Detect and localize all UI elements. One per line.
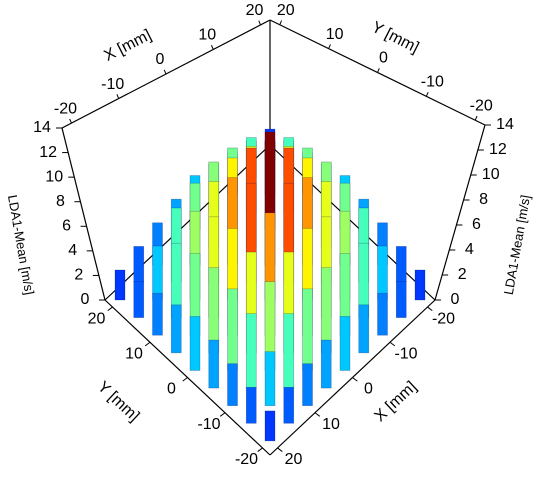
tick-label: 12 [489,141,507,158]
tick-mark [163,69,167,75]
bar [152,292,163,336]
axis-title: LDA1-Mean [m/s] [5,194,37,296]
bar [395,281,407,318]
bar [189,316,201,371]
tick-mark [328,44,331,49]
tick-label: 10 [482,166,500,183]
tick-mark [314,412,321,417]
tick-label: 4 [465,241,474,258]
tick-label: 2 [458,266,467,283]
tick-label: -20 [235,451,258,468]
tick-mark [277,447,283,452]
tick-mark [389,341,396,347]
tick-label: 20 [277,2,295,19]
tick-mark [377,68,380,73]
tick-mark [425,91,429,97]
tick-label: 8 [479,191,488,208]
tick-label: -10 [101,76,124,93]
tick-label: -10 [197,416,220,433]
bar [320,339,332,389]
tick-label: 0 [81,291,90,308]
bar [377,245,388,301]
tick-label: 20 [88,310,106,327]
bar [208,339,220,389]
tick-mark [116,94,120,99]
z-axis-line [434,124,486,301]
tick-label: 0 [451,291,460,308]
tick-mark [427,306,433,312]
tick-label: 0 [156,51,165,68]
tick-mark [182,377,188,382]
bar [227,363,238,406]
tick-label: -10 [421,74,444,91]
tick-mark [211,45,214,50]
bar [377,292,388,336]
bar [302,288,313,371]
bar [414,269,426,301]
tick-label: -10 [394,345,417,362]
tick-label: -20 [54,100,77,117]
bar [245,313,257,389]
axis-title: X [mm] [101,27,154,65]
bar [264,410,276,442]
tick-label: 10 [125,345,143,362]
z-axis-line [61,127,106,301]
tick-label: 8 [56,193,65,210]
tick-label: 10 [198,27,216,44]
bar [339,316,351,371]
bar [283,386,295,424]
tick-label: 4 [68,242,77,259]
tick-label: 20 [285,451,303,468]
axis-title: Y [mm] [94,378,142,425]
tick-label: -20 [470,97,493,114]
bar [358,304,370,354]
bar [152,245,163,301]
bar [133,246,145,283]
tick-label: 0 [379,50,388,67]
tick-label: 14 [496,116,514,133]
tick-mark [279,20,283,25]
tick-label: 10 [45,168,63,185]
bar [245,386,257,424]
bar [264,351,276,406]
tick-mark [69,118,72,124]
tick-label: 2 [74,267,83,284]
axis-title: LDA1-Mean [m/s] [501,194,533,296]
tick-label: 0 [167,381,176,398]
tick-label: 20 [246,2,264,19]
bar [170,304,182,354]
tick-mark [219,412,226,417]
bar [283,313,295,389]
tick-mark [144,341,151,347]
bar [133,281,145,318]
tick-label: 0 [364,381,373,398]
tick-label: 14 [33,119,51,136]
floor-edge [104,144,271,301]
tick-mark [258,20,262,26]
tick-mark [474,115,478,121]
axis-title: Y [mm] [369,19,422,57]
axis-title: X [mm] [371,378,420,425]
bar [114,269,126,301]
bar [395,246,407,283]
tick-label: -20 [432,310,455,327]
bar [227,288,238,371]
tick-mark [107,306,113,312]
floor-edge [269,144,436,301]
tick-label: 10 [322,416,340,433]
tick-label: 6 [62,218,71,235]
tick-mark [352,377,358,382]
tick-label: 12 [39,144,57,161]
tick-mark [257,447,263,452]
bar [302,363,313,406]
tick-label: 10 [326,26,344,43]
tick-label: 6 [472,216,481,233]
